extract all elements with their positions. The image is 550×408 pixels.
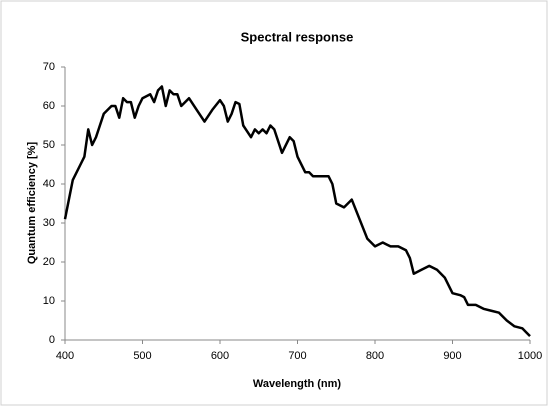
x-tick-label: 800 <box>366 350 384 362</box>
y-tick-label: 30 <box>43 217 55 229</box>
y-tick-label: 60 <box>43 100 55 112</box>
y-axis-label: Quantum efficiency [%] <box>26 142 38 265</box>
chart-title: Spectral response <box>241 29 354 44</box>
x-tick-label: 900 <box>443 350 461 362</box>
x-tick-label: 500 <box>133 350 151 362</box>
data-line <box>63 85 531 337</box>
y-tick-label: 10 <box>43 295 55 307</box>
x-tick-label: 400 <box>56 350 74 362</box>
y-tick-label: 70 <box>43 61 55 73</box>
y-tick-label: 50 <box>43 139 55 151</box>
x-tick-label: 1000 <box>518 350 542 362</box>
x-axis-label: Wavelength (nm) <box>253 378 342 390</box>
y-tick-label: 20 <box>43 256 55 268</box>
x-tick-label: 600 <box>211 350 229 362</box>
y-tick-label: 0 <box>49 334 55 346</box>
y-tick-label: 40 <box>43 178 55 190</box>
x-tick-label: 700 <box>288 350 306 362</box>
